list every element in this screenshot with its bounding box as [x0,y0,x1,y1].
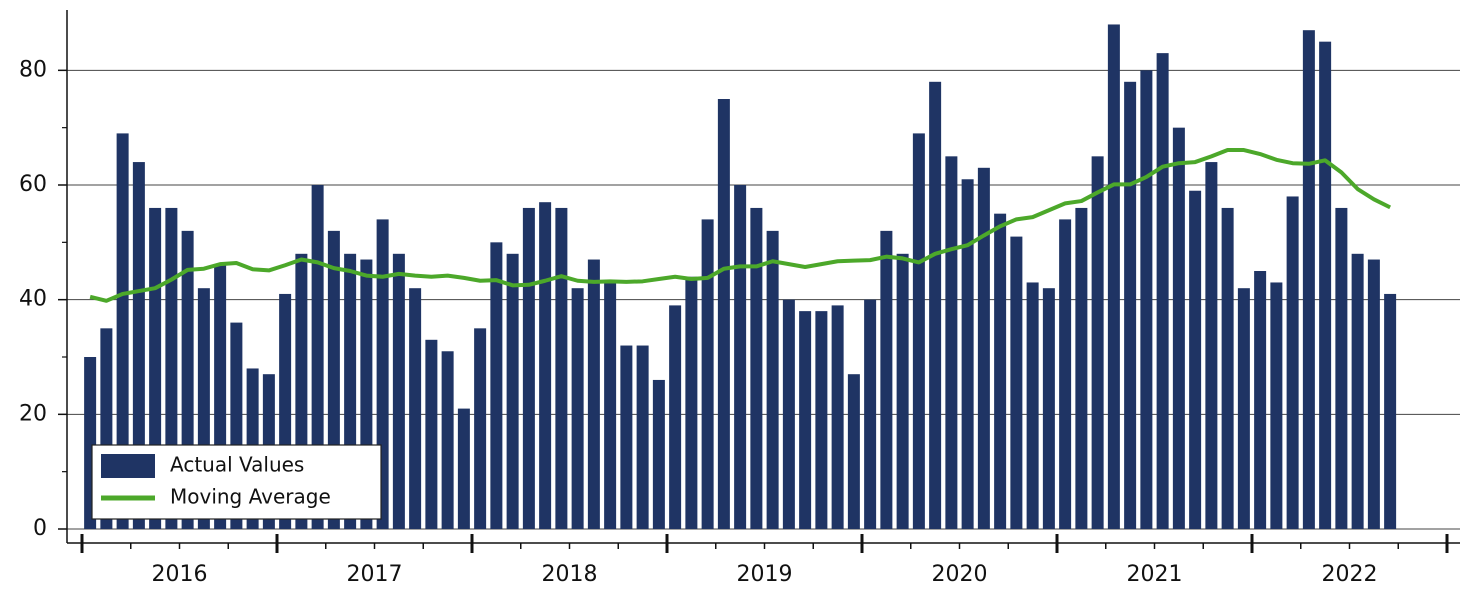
bar [652,379,665,529]
bar [961,179,974,529]
bar [1075,207,1088,529]
bar [977,167,990,530]
x-tick-label: 2019 [737,562,793,587]
y-tick-label: 80 [19,57,47,82]
x-tick-label: 2021 [1127,562,1183,587]
bar [1221,207,1234,529]
bar [620,345,633,529]
bar [1270,282,1283,529]
bar [636,345,649,529]
bar [1286,196,1299,529]
bar [457,408,470,529]
y-tick-label: 20 [19,401,47,426]
bar [409,288,422,529]
bar [604,282,617,529]
bar [831,305,844,529]
bar [1026,282,1039,529]
bar [1107,24,1120,529]
bar [1335,207,1348,529]
bar [571,288,584,529]
line [89,148,1392,303]
bar [116,133,129,529]
bar [1156,53,1169,530]
bar [1189,190,1202,529]
bar [490,242,503,530]
y-tick-label: 60 [19,172,47,197]
bar [734,185,747,529]
bar [1042,288,1055,529]
bar [132,162,145,530]
bar [1384,293,1397,529]
bar [701,219,714,529]
bar [1367,259,1380,529]
bar [1237,288,1250,529]
bar [474,328,487,529]
bar [766,230,779,529]
bar [392,253,405,530]
bar [1254,271,1267,529]
bar [669,305,682,529]
bar [994,213,1007,529]
bar [945,156,958,530]
bar [506,253,519,530]
bar [1319,41,1332,530]
bar [539,202,552,529]
legend: Actual Values Moving Average [91,444,382,520]
bar [555,207,568,529]
bar [815,311,828,529]
bar [522,207,535,529]
bar [880,230,893,529]
legend-label: Moving Average [170,485,331,509]
x-tick-label: 2016 [152,562,208,587]
bar [912,133,925,529]
bar [587,259,600,529]
bar [311,185,324,529]
bar [929,81,942,530]
y-tick-label: 0 [33,516,47,541]
bar [864,299,877,529]
bar [685,276,698,529]
bar [1302,30,1315,529]
x-tick-label: 2022 [1322,562,1378,587]
bar [782,299,795,529]
bar [1351,253,1364,530]
bar [847,374,860,529]
x-tick-label: 2020 [932,562,988,587]
bar [750,207,763,529]
bar [896,253,909,530]
bar [1091,156,1104,530]
x-tick-label: 2017 [347,562,403,587]
x-tick-label: 2018 [542,562,598,587]
bar [717,99,730,529]
bar [799,311,812,529]
bar [1172,127,1185,530]
bar [1140,70,1153,529]
legend-swatch [101,454,155,478]
bar [1059,219,1072,529]
legend-label: Actual Values [170,453,304,477]
y-tick-label: 40 [19,287,47,312]
bar [1010,236,1023,529]
bar [441,351,454,529]
bar [1124,81,1137,530]
bar [1205,162,1218,530]
bar [425,339,438,529]
